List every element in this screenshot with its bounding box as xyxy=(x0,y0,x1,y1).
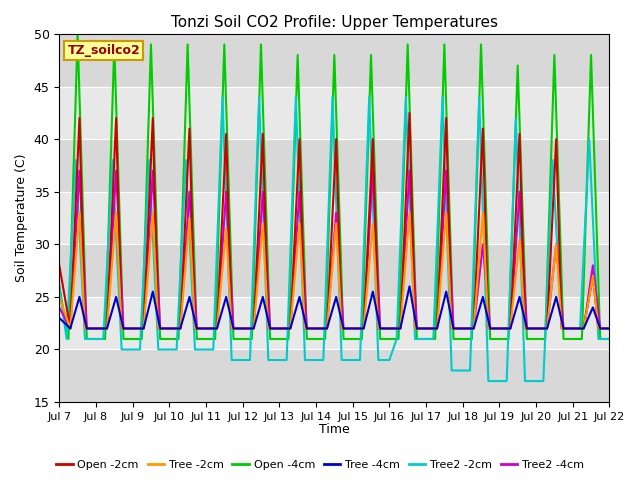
Bar xyxy=(60,297,609,349)
Bar xyxy=(60,86,609,139)
Legend: Open -2cm, Tree -2cm, Open -4cm, Tree -4cm, Tree2 -2cm, Tree2 -4cm: Open -2cm, Tree -2cm, Open -4cm, Tree -4… xyxy=(52,456,588,474)
X-axis label: Time: Time xyxy=(319,423,349,436)
Y-axis label: Soil Temperature (C): Soil Temperature (C) xyxy=(15,154,28,282)
Text: TZ_soilco2: TZ_soilco2 xyxy=(68,44,140,57)
Title: Tonzi Soil CO2 Profile: Upper Temperatures: Tonzi Soil CO2 Profile: Upper Temperatur… xyxy=(171,15,498,30)
Bar xyxy=(60,192,609,244)
